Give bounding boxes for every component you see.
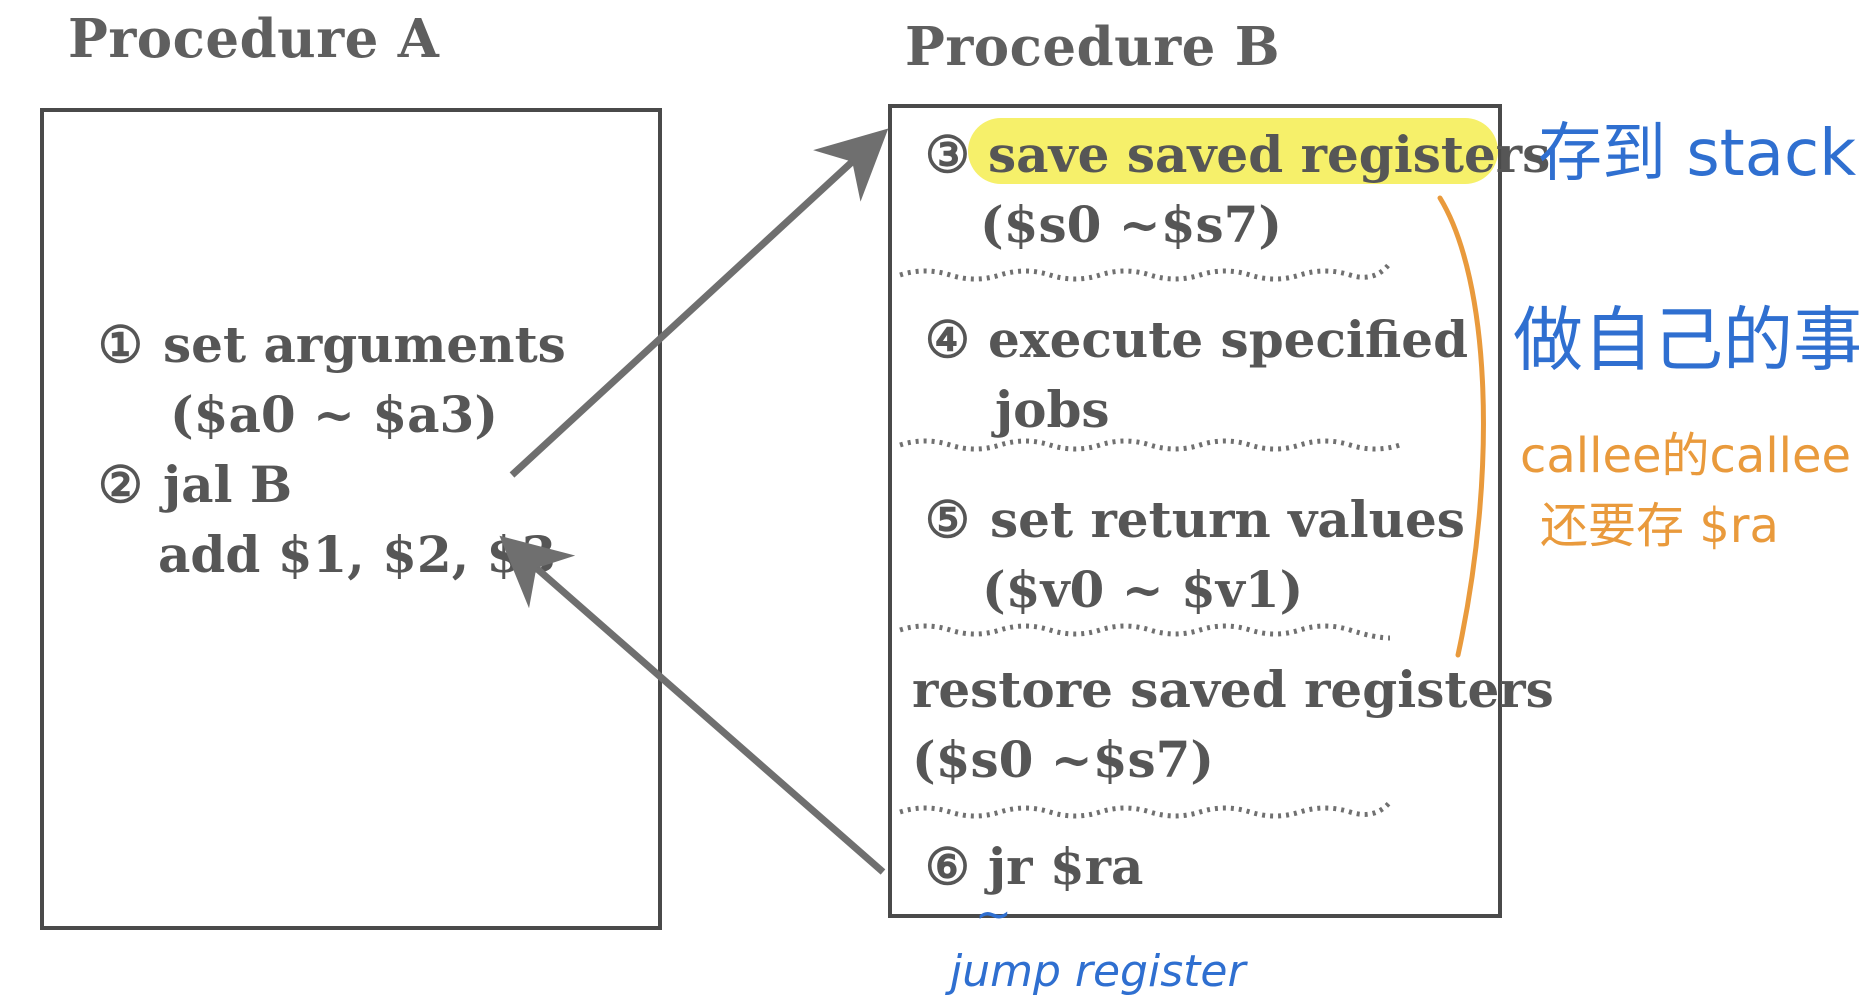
procedure-a-box: [40, 108, 662, 930]
note-jump-register: jump register: [950, 946, 1246, 997]
step5-number: ⑤: [925, 490, 970, 549]
step4-label: execute specified: [988, 310, 1469, 369]
separator-1: [899, 261, 1392, 282]
step6-number: ⑥: [925, 837, 970, 896]
return-arrow: [499, 535, 886, 875]
step3-label: save saved registers: [988, 125, 1551, 184]
step2-label: jal B: [163, 455, 293, 514]
separator-2: [899, 438, 1401, 452]
note-callee-line2: 还要存 $ra: [1540, 498, 1779, 554]
step4-label-continued: jobs: [995, 380, 1110, 439]
restore-label: restore saved registers: [912, 660, 1554, 719]
note-do-own-work: 做自己的事: [1513, 299, 1859, 381]
step2-number: ②: [98, 455, 143, 514]
note-save-to-stack: 存到 stack: [1538, 117, 1857, 191]
step4-number: ④: [925, 310, 970, 369]
step5-registers: ($v0 ~ $v1): [982, 560, 1304, 619]
note-tilde: ~: [975, 889, 1012, 940]
call-arrow: [509, 128, 889, 478]
procedure-b-box: [888, 104, 1502, 918]
separator-3: [899, 623, 1391, 641]
step3-number: ③: [925, 125, 970, 184]
step3-registers: ($s0 ~$s7): [980, 195, 1283, 254]
step1-registers: ($a0 ~ $a3): [170, 385, 498, 444]
procedure-b-title: Procedure B: [905, 16, 1281, 78]
step6-label: jr $ra: [988, 837, 1144, 896]
return-instruction: add $1, $2, $3: [158, 525, 557, 584]
orange-bracket: [1437, 195, 1486, 658]
procedure-a-title: Procedure A: [68, 8, 440, 70]
step5-label: set return values: [990, 490, 1465, 549]
restore-registers: ($s0 ~$s7): [912, 730, 1215, 789]
separator-4: [899, 800, 1392, 819]
step1-number: ①: [98, 315, 143, 374]
step3-highlight: [968, 118, 1498, 184]
note-callee-line1: callee的callee: [1520, 428, 1852, 484]
step1-label: set arguments: [163, 315, 566, 374]
